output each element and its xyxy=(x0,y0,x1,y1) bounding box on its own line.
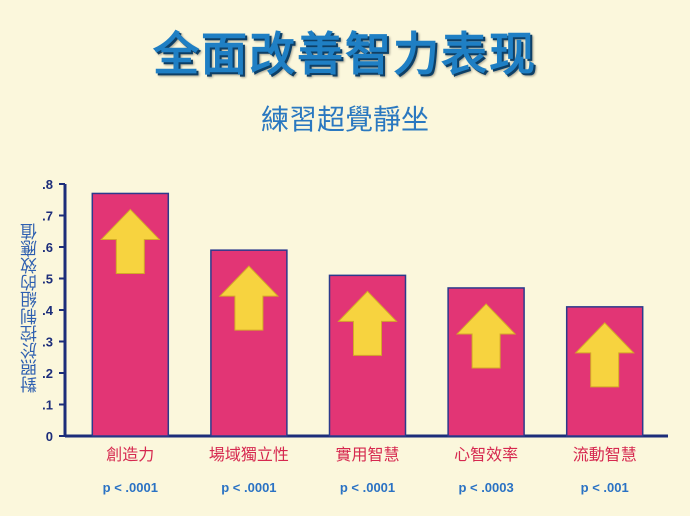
category-label: 流動智慧 xyxy=(573,445,637,464)
up-arrow-icon xyxy=(100,208,161,274)
category-label: 心智效率 xyxy=(454,445,518,464)
p-value-label: p < .001 xyxy=(581,480,629,495)
y-tick-label: .7 xyxy=(42,209,53,224)
y-tick-label: .6 xyxy=(42,240,53,255)
y-tick-label: .2 xyxy=(42,366,53,381)
up-arrow-icon xyxy=(218,265,280,331)
y-tick-label: .1 xyxy=(42,398,53,413)
y-tick-label: .4 xyxy=(42,303,54,318)
y-tick-label: .8 xyxy=(42,177,53,192)
up-arrow-icon xyxy=(337,290,398,356)
p-value-label: p < .0001 xyxy=(103,480,158,495)
y-tick-label: .3 xyxy=(42,335,53,350)
page-subtitle: 練習超覺靜坐 xyxy=(260,103,429,136)
category-label: 創造力 xyxy=(106,445,154,464)
p-value-label: p < .0003 xyxy=(458,480,513,495)
category-label: 實用智慧 xyxy=(335,445,399,464)
y-tick-label: 0 xyxy=(46,429,53,444)
category-label: 場域獨立性 xyxy=(209,445,289,464)
up-arrow-icon xyxy=(574,322,635,388)
up-arrow-icon xyxy=(455,303,517,369)
page-title: 全面改善智力表现 xyxy=(153,27,537,81)
p-value-label: p < .0001 xyxy=(340,480,395,495)
y-tick-label: .5 xyxy=(42,272,53,287)
p-value-label: p < .0001 xyxy=(221,480,276,495)
